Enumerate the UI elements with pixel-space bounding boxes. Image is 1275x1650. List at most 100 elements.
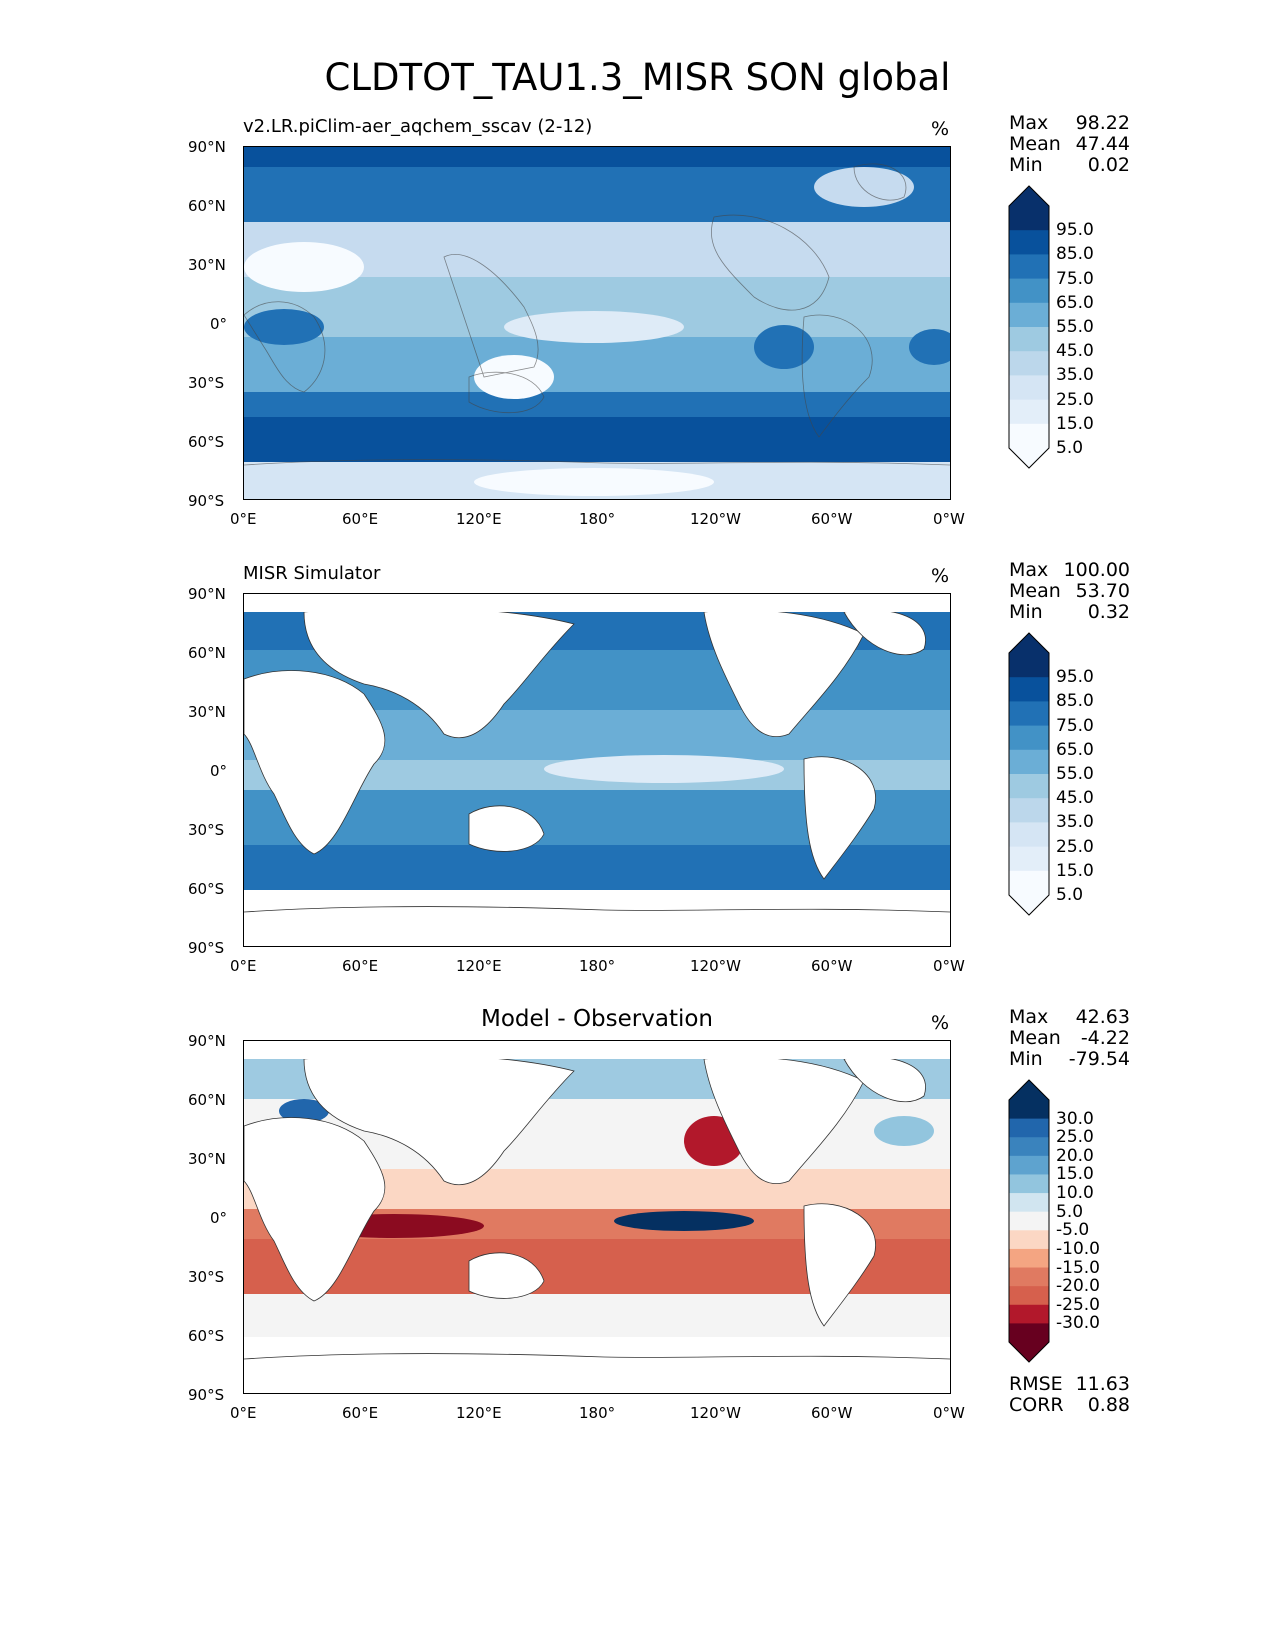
colorbar-swatch xyxy=(1009,327,1049,352)
panel1-units: % xyxy=(931,118,950,140)
colorbar-swatch xyxy=(1009,1211,1049,1231)
colorbar-swatch xyxy=(1009,822,1049,848)
panel2-lat-tick: 0° xyxy=(210,762,228,780)
panel1-mean-value: 47.44 xyxy=(1075,133,1130,155)
panel3-corr-value: 0.88 xyxy=(1087,1394,1130,1416)
colorbar-tick-label: 65.0 xyxy=(1056,292,1094,313)
panel3-lon-tick: 0°W xyxy=(933,1404,965,1422)
colorbar-tick-label: 5.0 xyxy=(1056,438,1084,458)
colorbar-swatch xyxy=(1009,399,1049,425)
colorbar-tick-label: 25.0 xyxy=(1056,1127,1094,1148)
colorbar-tick-label: 55.0 xyxy=(1056,764,1094,784)
panel3-lat-tick: 30°N xyxy=(188,1150,226,1168)
colorbar-tick-label: 55.0 xyxy=(1056,317,1094,337)
panel3-lat-tick: 90°N xyxy=(188,1032,226,1050)
colorbar-swatch xyxy=(1009,230,1049,255)
panel1-lat-tick: 30°N xyxy=(188,256,226,274)
colorbar-tick-label: 45.0 xyxy=(1056,341,1094,362)
colorbar-swatch xyxy=(1009,375,1049,401)
panel1-lat-tick: 90°S xyxy=(188,492,225,510)
panel3-units: % xyxy=(931,1012,950,1034)
panel1-lon-tick: 0°E xyxy=(230,510,257,528)
colorbar-swatch xyxy=(1009,846,1049,872)
panel3-max-value: 42.63 xyxy=(1075,1006,1130,1028)
panel1-min-value: 0.02 xyxy=(1087,154,1130,176)
colorbar-swatch xyxy=(1009,653,1049,678)
colorbar-tick-label: -15.0 xyxy=(1056,1257,1100,1278)
colorbar-swatch xyxy=(1009,774,1049,799)
panel1-lon-tick: 60°W xyxy=(811,510,853,528)
panel2-mean-label: Mean xyxy=(1009,580,1061,602)
panel3-max-label: Max xyxy=(1009,1006,1049,1028)
colorbar-swatch xyxy=(1009,870,1049,896)
colorbar-tick-label: 65.0 xyxy=(1056,739,1094,760)
panel3-lon-tick: 60°W xyxy=(811,1404,853,1422)
colorbar-swatch xyxy=(1009,423,1049,449)
panel2-lon-tick: 120°W xyxy=(690,957,741,975)
colorbar-tick-label: 5.0 xyxy=(1056,1201,1084,1222)
panel2-units: % xyxy=(931,565,950,587)
colorbar-swatch xyxy=(1009,1286,1049,1306)
panel2-lon-tick: 60°W xyxy=(811,957,853,975)
panel2-lat-tick: 90°S xyxy=(188,939,225,957)
colorbar-swatch xyxy=(1009,254,1049,280)
panel1-lon-tick: 120°E xyxy=(456,510,502,528)
colorbar-swatch xyxy=(1009,206,1049,231)
colorbar-swatch xyxy=(1009,1248,1049,1269)
panel1-lon-tick: 120°W xyxy=(690,510,741,528)
panel1-lat-tick: 30°S xyxy=(188,374,225,392)
colorbar-tick-label: 30.0 xyxy=(1056,1108,1094,1129)
panel3-corr-label: CORR xyxy=(1009,1394,1064,1416)
colorbar-tick-label: 15.0 xyxy=(1056,860,1094,881)
colorbar-swatch xyxy=(1009,749,1049,775)
colorbar-tick-label: 85.0 xyxy=(1056,691,1094,712)
panel2-max-label: Max xyxy=(1009,559,1049,581)
colorbar-swatch xyxy=(1009,701,1049,727)
panel2-min-value: 0.32 xyxy=(1087,601,1130,623)
colorbar-swatch xyxy=(1009,798,1049,823)
colorbar-swatch xyxy=(1009,302,1049,328)
colorbar-tick-label: -30.0 xyxy=(1056,1313,1100,1334)
panel1-lat-tick: 60°N xyxy=(188,197,226,215)
colorbar-tick-label: 35.0 xyxy=(1056,365,1094,386)
colorbar-swatch xyxy=(1009,677,1049,702)
panel1-subtitle: v2.LR.piClim-aer_aqchem_sscav (2-12) xyxy=(243,116,593,137)
colorbar-tick-label: 75.0 xyxy=(1056,715,1094,736)
colorbar-tick-label: 25.0 xyxy=(1056,836,1094,857)
colorbar-tick-label: 15.0 xyxy=(1056,1164,1094,1185)
panel2-lon-tick: 0°E xyxy=(230,957,257,975)
colorbar-tick-label: 95.0 xyxy=(1056,667,1094,688)
colorbar-tick-label: 5.0 xyxy=(1056,885,1084,905)
colorbar-tick-label: 45.0 xyxy=(1056,788,1094,809)
panel2-lon-tick: 180° xyxy=(579,957,616,975)
colorbar-swatch xyxy=(1009,1304,1049,1324)
colorbar-tick-label: 95.0 xyxy=(1056,220,1094,241)
figure-title: CLDTOT_TAU1.3_MISR SON global xyxy=(324,56,951,99)
colorbar-swatch xyxy=(1009,1137,1049,1157)
panel2-subtitle: MISR Simulator xyxy=(243,563,381,584)
panel3-rmse-label: RMSE xyxy=(1009,1373,1063,1395)
panel1-max-value: 98.22 xyxy=(1075,112,1130,134)
panel2-map xyxy=(243,593,951,947)
panel1-lon-tick: 60°E xyxy=(342,510,379,528)
panel3-colorbar xyxy=(1008,1079,1050,1363)
colorbar-swatch xyxy=(1009,1155,1049,1175)
panel3-lat-tick: 30°S xyxy=(188,1268,225,1286)
panel1-lat-tick: 0° xyxy=(210,315,228,333)
colorbar-tick-label: 25.0 xyxy=(1056,389,1094,410)
panel2-lon-tick: 120°E xyxy=(456,957,502,975)
panel1-max-label: Max xyxy=(1009,112,1049,134)
colorbar-tick-label: -25.0 xyxy=(1056,1294,1100,1315)
panel3-lon-tick: 60°E xyxy=(342,1404,379,1422)
panel1-colorbar xyxy=(1008,185,1050,469)
panel3-lat-tick: 90°S xyxy=(188,1386,225,1404)
colorbar-tick-label: 10.0 xyxy=(1056,1183,1094,1204)
colorbar-swatch xyxy=(1009,1193,1049,1213)
panel3-min-label: Min xyxy=(1009,1048,1043,1070)
panel3-min-value: -79.54 xyxy=(1068,1048,1130,1070)
panel3-lat-tick: 60°S xyxy=(188,1327,225,1345)
panel2-lat-tick: 60°N xyxy=(188,644,226,662)
panel1-lon-tick: 0°W xyxy=(933,510,965,528)
panel3-lat-tick: 0° xyxy=(210,1209,228,1227)
panel2-mean-value: 53.70 xyxy=(1075,580,1130,602)
